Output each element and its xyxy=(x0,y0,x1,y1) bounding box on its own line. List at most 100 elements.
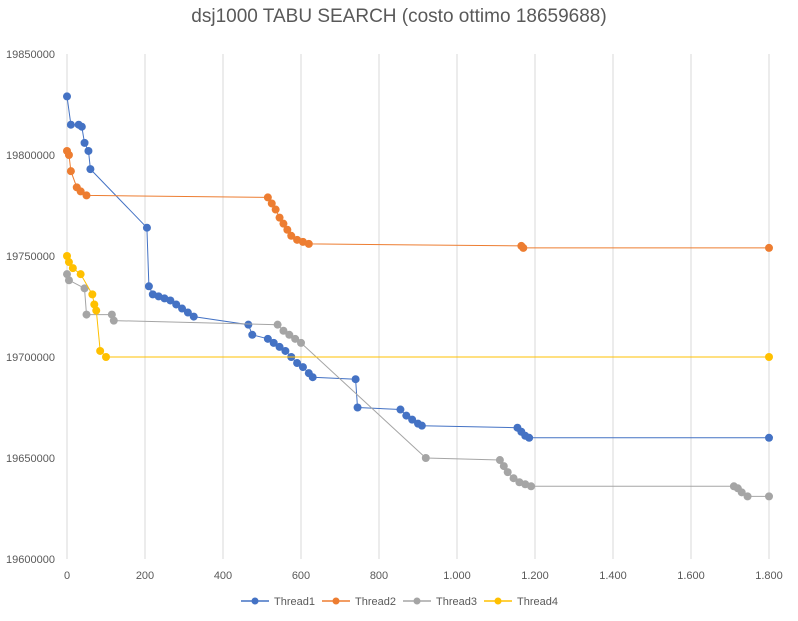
data-point xyxy=(82,310,91,319)
legend-item-thread3: Thread3 xyxy=(403,596,477,608)
data-point xyxy=(293,359,302,368)
data-point xyxy=(82,191,91,200)
data-point xyxy=(765,243,773,252)
x-tick-label: 400 xyxy=(214,570,232,582)
data-point xyxy=(86,165,95,174)
data-point xyxy=(183,308,192,317)
data-point xyxy=(417,421,426,430)
data-point xyxy=(142,223,151,232)
data-point xyxy=(63,270,71,279)
data-point xyxy=(402,411,411,420)
data-point xyxy=(107,310,116,319)
series-layer xyxy=(63,92,773,501)
chart-title: dsj1000 TABU SEARCH (costo ottimo 186596… xyxy=(191,6,607,27)
data-point xyxy=(291,334,300,343)
data-point xyxy=(765,492,773,501)
data-point xyxy=(737,488,746,497)
grid-layer xyxy=(144,54,770,559)
data-point xyxy=(166,296,175,305)
data-point xyxy=(308,373,317,382)
data-point xyxy=(279,219,288,228)
legend-item-thread2: Thread2 xyxy=(322,596,396,608)
data-point xyxy=(88,290,97,299)
data-point xyxy=(263,334,272,343)
y-tick-label: 19750000 xyxy=(6,251,55,263)
data-point xyxy=(76,187,85,196)
data-point xyxy=(66,120,75,129)
data-point xyxy=(287,231,296,240)
data-point xyxy=(396,405,405,414)
legend-label: Thread2 xyxy=(355,596,396,608)
data-point xyxy=(64,151,73,159)
y-tick-label: 19650000 xyxy=(6,453,55,465)
data-point xyxy=(765,353,773,361)
data-point xyxy=(102,353,110,361)
legend-marker xyxy=(332,597,340,605)
data-point xyxy=(495,456,504,465)
data-point xyxy=(765,433,773,442)
data-point xyxy=(298,363,307,372)
data-point xyxy=(178,304,187,313)
series-thread1 xyxy=(63,92,773,442)
data-point xyxy=(527,482,536,491)
data-point xyxy=(297,338,305,347)
data-point xyxy=(519,243,528,252)
data-point xyxy=(509,474,518,483)
data-point xyxy=(351,375,360,384)
data-point xyxy=(90,300,99,309)
legend-label: Thread4 xyxy=(517,596,558,608)
data-point xyxy=(189,312,198,321)
data-point xyxy=(64,258,73,267)
data-point xyxy=(144,282,153,291)
data-point xyxy=(275,213,284,222)
x-tick-label: 800 xyxy=(370,570,388,582)
data-point xyxy=(172,300,181,309)
series-line xyxy=(66,96,769,439)
data-point xyxy=(66,167,75,176)
legend-marker xyxy=(251,597,259,605)
data-point xyxy=(76,270,85,279)
data-point xyxy=(273,320,282,329)
data-point xyxy=(283,225,292,234)
data-point xyxy=(84,146,93,155)
x-tick-label: 600 xyxy=(292,570,310,582)
data-point xyxy=(353,403,362,412)
data-point xyxy=(271,205,280,214)
data-point xyxy=(92,306,101,315)
data-point xyxy=(68,264,77,273)
y-tick-label: 19850000 xyxy=(6,49,55,61)
x-tick-label: 1.800 xyxy=(755,570,783,582)
series-line xyxy=(66,255,769,358)
data-point xyxy=(525,433,534,442)
y-tick-label: 19800000 xyxy=(6,150,55,162)
data-point xyxy=(63,92,71,101)
data-point xyxy=(64,276,73,285)
x-tick-label: 1.200 xyxy=(521,570,549,582)
data-point xyxy=(244,320,253,329)
x-tick-label: 1.600 xyxy=(677,570,705,582)
data-point xyxy=(421,454,430,462)
legend-label: Thread3 xyxy=(436,596,477,608)
data-point xyxy=(248,330,257,339)
data-point xyxy=(499,462,508,471)
data-point xyxy=(743,492,752,501)
data-point xyxy=(275,342,284,351)
data-point xyxy=(279,326,288,335)
y-tick-label: 19600000 xyxy=(6,554,55,566)
series-thread3 xyxy=(63,270,773,501)
data-point xyxy=(285,330,294,339)
x-tick-label: 1.000 xyxy=(443,570,471,582)
legend-marker xyxy=(413,597,421,605)
data-point xyxy=(109,316,118,325)
data-point xyxy=(304,239,313,248)
data-point xyxy=(77,122,86,131)
data-point xyxy=(80,284,89,293)
series-line xyxy=(66,150,769,249)
data-point xyxy=(96,346,105,355)
legend-item-thread1: Thread1 xyxy=(241,596,315,608)
y-tick-label: 19700000 xyxy=(6,352,55,364)
series-thread4 xyxy=(63,252,773,361)
series-line xyxy=(66,274,769,497)
